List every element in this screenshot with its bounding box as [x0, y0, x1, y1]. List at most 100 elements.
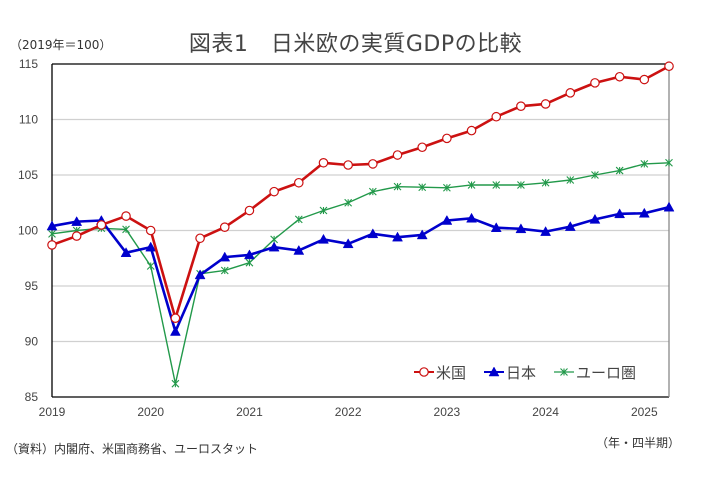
- data-point: [368, 159, 378, 169]
- y-axis-ticks: 85 90 95 100 105 110 115: [18, 57, 38, 404]
- data-point: [48, 229, 56, 238]
- data-point: [367, 228, 379, 239]
- data-point: [244, 205, 255, 216]
- y-tick-label: 105: [18, 168, 38, 182]
- data-point: [343, 160, 353, 170]
- data-point: [294, 215, 303, 224]
- data-point: [565, 88, 576, 98]
- data-point: [145, 241, 157, 252]
- x-tick-label: 2020: [137, 405, 164, 419]
- data-point: [490, 222, 502, 232]
- y-tick-label: 90: [25, 335, 39, 349]
- x-axis-ticks: 2019 2020 2021 2022 2023 2024 2025: [39, 405, 658, 419]
- plot-frame: [51, 63, 670, 398]
- data-point: [466, 212, 477, 223]
- data-point: [219, 251, 231, 262]
- data-point: [245, 258, 254, 267]
- data-point: [516, 101, 526, 111]
- data-point: [640, 160, 649, 168]
- legend-marker: [560, 368, 568, 376]
- data-point: [293, 244, 305, 255]
- chart-title: 図表1 日米欧の実質GDPの比較: [188, 32, 523, 57]
- data-point: [663, 201, 675, 212]
- legend-label: ユーロ圏: [576, 364, 636, 382]
- data-point: [418, 183, 427, 192]
- y-tick-label: 95: [25, 279, 39, 293]
- series-eurozone: [48, 158, 673, 388]
- x-tick-label: 2024: [532, 405, 559, 419]
- data-point: [269, 186, 279, 197]
- series-us: [47, 61, 674, 323]
- data-point: [71, 216, 83, 226]
- data-point: [319, 206, 328, 215]
- data-point: [145, 225, 156, 236]
- data-point: [220, 266, 229, 275]
- data-point: [515, 223, 527, 234]
- x-tick-label: 2021: [236, 405, 263, 419]
- gridlines: [52, 118, 669, 343]
- data-point: [541, 178, 550, 187]
- data-point: [614, 208, 626, 219]
- data-point: [441, 214, 453, 225]
- legend-item: 米国: [414, 364, 466, 382]
- data-point: [615, 166, 624, 175]
- data-point: [589, 213, 601, 224]
- data-point: [614, 71, 625, 82]
- data-point: [244, 249, 255, 260]
- legend-label: 米国: [436, 364, 466, 382]
- data-point: [122, 225, 130, 234]
- data-point: [491, 111, 502, 122]
- x-tick-label: 2022: [335, 405, 362, 419]
- data-point: [639, 74, 650, 85]
- data-point: [393, 182, 402, 191]
- legend-item: ユーロ圏: [554, 364, 636, 382]
- data-point: [268, 241, 280, 252]
- data-point: [664, 61, 674, 72]
- source-note: （資料）内閣府、米国商務省、ユーロスタット: [6, 442, 259, 456]
- data-point: [219, 222, 230, 232]
- data-point: [293, 177, 304, 188]
- series-line: [51, 65, 670, 320]
- data-point: [96, 220, 107, 230]
- y-tick-label: 115: [19, 57, 38, 71]
- y-axis-unit-label: （2019年＝100）: [10, 38, 112, 52]
- x-tick-label: 2023: [434, 405, 461, 419]
- data-point: [121, 211, 131, 221]
- data-point: [442, 183, 451, 192]
- data-point: [591, 171, 599, 179]
- data-point: [342, 238, 354, 249]
- y-tick-label: 100: [18, 224, 38, 238]
- data-point: [146, 262, 155, 270]
- legend-marker: [488, 366, 500, 377]
- data-point: [344, 198, 353, 207]
- data-point: [540, 99, 551, 109]
- data-point: [590, 78, 600, 88]
- y-tick-label: 85: [25, 390, 39, 404]
- data-point: [466, 125, 477, 136]
- y-tick-label: 110: [19, 113, 38, 127]
- data-point: [392, 150, 403, 160]
- data-point: [417, 142, 427, 153]
- data-point: [170, 313, 181, 323]
- series-line: [51, 205, 670, 333]
- data-point: [71, 231, 82, 241]
- data-point: [169, 325, 181, 336]
- data-point: [195, 233, 205, 244]
- data-point: [566, 176, 575, 184]
- data-point: [442, 133, 452, 144]
- data-point: [318, 233, 329, 244]
- legend-marker: [419, 367, 429, 377]
- legend: 米国 日本 ユーロ圏: [414, 364, 636, 382]
- data-point: [540, 226, 552, 236]
- data-point: [517, 181, 525, 189]
- legend-item: 日本: [484, 364, 536, 382]
- x-tick-label: 2019: [39, 405, 66, 419]
- data-point: [171, 379, 180, 388]
- data-point: [416, 229, 428, 240]
- data-point: [318, 157, 329, 168]
- legend-label: 日本: [506, 364, 536, 382]
- data-point: [47, 240, 57, 250]
- data-point: [368, 187, 377, 196]
- series-group: [46, 61, 675, 388]
- data-point: [194, 269, 206, 280]
